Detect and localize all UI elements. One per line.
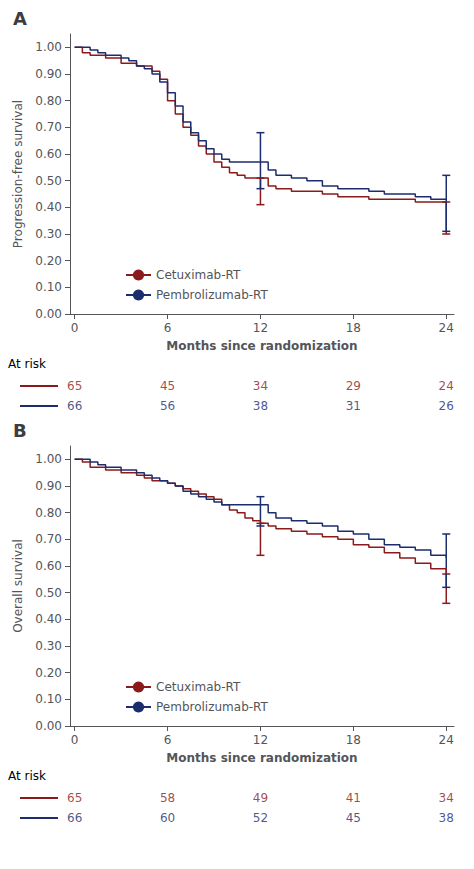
svg-text:B: B xyxy=(13,420,27,441)
svg-text:0.60: 0.60 xyxy=(35,559,62,573)
svg-text:0.00: 0.00 xyxy=(35,307,62,321)
svg-text:24: 24 xyxy=(439,321,454,335)
svg-text:A: A xyxy=(13,8,27,29)
svg-text:Progression-free survival: Progression-free survival xyxy=(11,100,25,248)
svg-text:0.30: 0.30 xyxy=(35,227,62,241)
svg-text:0.30: 0.30 xyxy=(35,639,62,653)
svg-text:0.80: 0.80 xyxy=(35,506,62,520)
svg-text:1.00: 1.00 xyxy=(35,40,62,54)
svg-text:38: 38 xyxy=(439,811,454,825)
svg-text:0.20: 0.20 xyxy=(35,254,62,268)
svg-text:Pembrolizumab-RT: Pembrolizumab-RT xyxy=(156,700,269,714)
svg-text:41: 41 xyxy=(346,791,361,805)
svg-text:0.10: 0.10 xyxy=(35,692,62,706)
svg-text:58: 58 xyxy=(160,791,175,805)
svg-text:Months since randomization: Months since randomization xyxy=(166,751,357,765)
svg-text:0.50: 0.50 xyxy=(35,174,62,188)
svg-text:0.90: 0.90 xyxy=(35,67,62,81)
svg-text:56: 56 xyxy=(160,399,175,413)
svg-text:49: 49 xyxy=(253,791,268,805)
svg-text:1.00: 1.00 xyxy=(35,452,62,466)
svg-text:18: 18 xyxy=(346,321,361,335)
svg-text:0.50: 0.50 xyxy=(35,586,62,600)
svg-text:6: 6 xyxy=(164,321,172,335)
svg-text:29: 29 xyxy=(346,379,361,393)
svg-text:Months since randomization: Months since randomization xyxy=(166,339,357,353)
svg-text:12: 12 xyxy=(253,321,268,335)
svg-text:45: 45 xyxy=(160,379,175,393)
svg-text:0: 0 xyxy=(71,321,79,335)
svg-text:34: 34 xyxy=(253,379,268,393)
svg-text:0: 0 xyxy=(71,733,79,747)
svg-text:66: 66 xyxy=(67,399,82,413)
svg-text:24: 24 xyxy=(439,379,454,393)
svg-text:0.80: 0.80 xyxy=(35,94,62,108)
svg-text:0.40: 0.40 xyxy=(35,612,62,626)
svg-text:66: 66 xyxy=(67,811,82,825)
svg-text:0.90: 0.90 xyxy=(35,479,62,493)
svg-text:At risk: At risk xyxy=(8,357,46,371)
svg-text:0.40: 0.40 xyxy=(35,200,62,214)
svg-text:Overall survival: Overall survival xyxy=(11,539,25,633)
svg-text:6: 6 xyxy=(164,733,172,747)
svg-text:0.70: 0.70 xyxy=(35,532,62,546)
svg-text:18: 18 xyxy=(346,733,361,747)
svg-text:38: 38 xyxy=(253,399,268,413)
svg-text:24: 24 xyxy=(439,733,454,747)
svg-text:0.70: 0.70 xyxy=(35,120,62,134)
svg-text:At risk: At risk xyxy=(8,769,46,783)
svg-text:34: 34 xyxy=(439,791,454,805)
svg-text:65: 65 xyxy=(67,791,82,805)
svg-text:Cetuximab-RT: Cetuximab-RT xyxy=(156,268,241,282)
svg-text:Cetuximab-RT: Cetuximab-RT xyxy=(156,680,241,694)
svg-text:0.10: 0.10 xyxy=(35,280,62,294)
svg-text:60: 60 xyxy=(160,811,175,825)
svg-text:Pembrolizumab-RT: Pembrolizumab-RT xyxy=(156,288,269,302)
svg-text:0.20: 0.20 xyxy=(35,666,62,680)
svg-text:31: 31 xyxy=(346,399,361,413)
svg-text:12: 12 xyxy=(253,733,268,747)
svg-text:0.00: 0.00 xyxy=(35,719,62,733)
svg-text:45: 45 xyxy=(346,811,361,825)
svg-text:26: 26 xyxy=(439,399,454,413)
svg-text:65: 65 xyxy=(67,379,82,393)
svg-text:52: 52 xyxy=(253,811,268,825)
svg-text:0.60: 0.60 xyxy=(35,147,62,161)
